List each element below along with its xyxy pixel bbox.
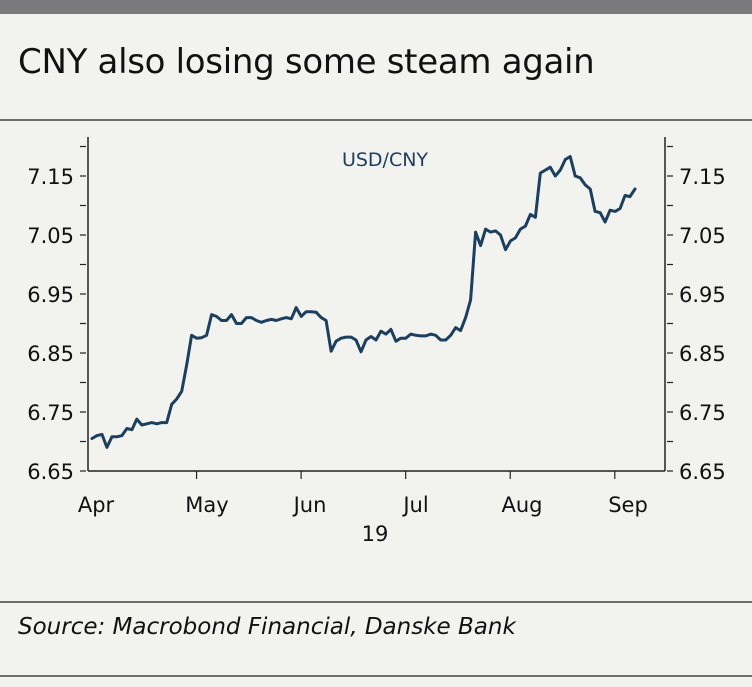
source-divider <box>0 601 752 603</box>
y-tick-label-left: 6.75 <box>27 401 74 425</box>
title-divider <box>0 119 752 121</box>
x-axis-year-label: 19 <box>362 522 389 546</box>
usd-cny-line-chart: 7.15 7.15 7.05 7.05 6.95 6.95 6.85 6.85 6.75 6.75… <box>27 137 726 546</box>
y-tick-label-right: 6.65 <box>679 460 726 484</box>
chart-title: CNY also losing some steam again <box>18 42 595 82</box>
y-tick-label-right: 6.85 <box>679 342 726 366</box>
y-tick-label-left: 7.15 <box>27 165 74 189</box>
x-tick-label: Sep <box>608 493 648 517</box>
bottom-rule <box>0 675 752 677</box>
x-tick-label: May <box>185 493 228 517</box>
y-tick-label-left: 6.65 <box>27 460 74 484</box>
y-tick-label-left: 7.05 <box>27 224 74 248</box>
top-rule <box>0 0 752 14</box>
x-tick-label: Apr <box>78 493 115 517</box>
x-tick-label: Jun <box>292 493 327 517</box>
y-tick-label-left: 6.85 <box>27 342 74 366</box>
y-tick-label-left: 6.95 <box>27 283 74 307</box>
y-tick-label-right: 7.05 <box>679 224 726 248</box>
source-note: Source: Macrobond Financial, Danske Bank <box>18 614 516 640</box>
y-tick-label-right: 6.95 <box>679 283 726 307</box>
x-tick-label: Aug <box>501 493 542 517</box>
y-tick-label-right: 7.15 <box>679 165 726 189</box>
series-line <box>90 155 637 449</box>
x-tick-label: Jul <box>401 493 428 517</box>
y-tick-label-right: 6.75 <box>679 401 726 425</box>
series-label: USD/CNY <box>342 149 428 171</box>
